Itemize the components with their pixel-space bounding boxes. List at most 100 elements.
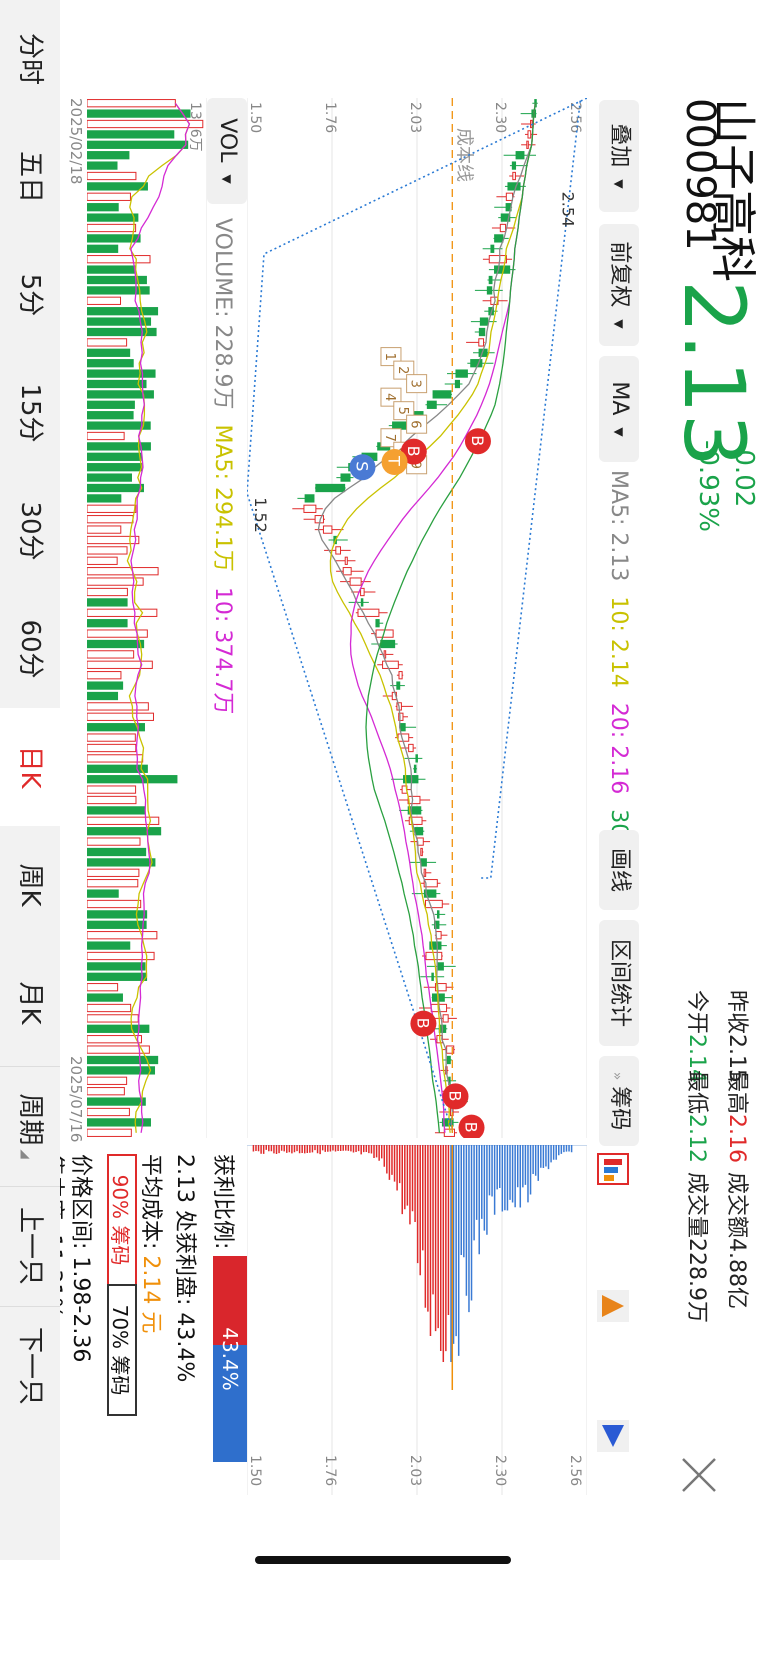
volume-bar xyxy=(87,109,191,118)
tab-intraday[interactable]: 分时 xyxy=(15,32,45,85)
profit-ratio-bar: 43.4% xyxy=(213,1256,247,1462)
tab-15min[interactable]: 15分 xyxy=(15,383,45,443)
low-marker: 1.52 xyxy=(251,497,270,533)
volume-bar xyxy=(87,743,137,753)
volume-bar xyxy=(87,556,118,565)
tab-weekly-k[interactable]: 周K xyxy=(15,863,45,907)
volume-bar xyxy=(87,567,159,576)
event-marker-label: 1 xyxy=(382,353,397,361)
volume-bar xyxy=(87,286,150,295)
volume-bar xyxy=(87,338,128,347)
volume-bar xyxy=(87,546,128,555)
volume-chart[interactable]: 1326万 xyxy=(87,98,207,1138)
candlestick xyxy=(407,795,421,805)
volume-bar xyxy=(87,639,145,649)
candlestick xyxy=(360,587,365,597)
volume-bar xyxy=(87,806,146,815)
double-chevron-icon: » xyxy=(609,1071,625,1081)
volume-bar xyxy=(87,1024,150,1033)
signal-badge-label: S xyxy=(352,461,371,471)
tab-5min[interactable]: 5分 xyxy=(15,273,45,317)
volume-bar xyxy=(87,369,156,378)
prev-stock-button[interactable]: 上一只 xyxy=(0,1186,60,1305)
volume-bar xyxy=(87,868,140,877)
vol-dropdown[interactable]: VOL▼ xyxy=(207,98,247,204)
volume-bar xyxy=(87,494,122,503)
tab-30min[interactable]: 30分 xyxy=(15,501,45,561)
draw-line-button[interactable]: 画线 xyxy=(599,830,639,910)
candlestick xyxy=(527,130,532,139)
y-axis-label: 2.30 xyxy=(492,102,508,133)
period-button[interactable]: 周期◢ xyxy=(0,1066,60,1185)
volume-bar xyxy=(87,192,131,201)
volume-bar xyxy=(87,275,147,285)
tab-60min[interactable]: 60分 xyxy=(15,619,45,679)
candlestick xyxy=(335,546,342,555)
candlestick xyxy=(446,1055,451,1065)
range-stats-button[interactable]: 区间统计 xyxy=(599,920,639,1046)
candlestick xyxy=(486,286,493,295)
volume-bar xyxy=(87,119,204,129)
volume-bar xyxy=(87,629,148,638)
volume-bar xyxy=(87,1003,132,1013)
candlestick xyxy=(494,265,511,274)
signal-badge-label: B xyxy=(462,1122,481,1133)
volume-bar xyxy=(87,379,147,389)
candlestick xyxy=(515,151,525,160)
chevron-down-icon: ▼ xyxy=(220,174,234,184)
tab-daily-k[interactable]: 日K xyxy=(0,708,60,826)
event-marker-label: 3 xyxy=(408,380,423,388)
candlestick xyxy=(423,879,438,888)
volume-bar xyxy=(87,307,159,316)
volume-bar xyxy=(87,827,162,836)
volume-bar xyxy=(87,442,151,451)
fire-chips-icon[interactable] xyxy=(597,1290,629,1322)
candlestick xyxy=(357,608,380,617)
date-start: 2025/02/18 xyxy=(67,98,85,185)
event-marker-label: 4 xyxy=(382,393,397,401)
volume-bar xyxy=(87,161,118,170)
tab-5day[interactable]: 五日 xyxy=(15,150,45,203)
ma-dropdown[interactable]: MA▼ xyxy=(599,356,639,462)
volume-bar xyxy=(87,889,119,898)
volume-bar xyxy=(87,317,152,326)
candlestick xyxy=(478,338,485,347)
volume-bar xyxy=(87,650,135,659)
volume-bar xyxy=(87,203,119,212)
overlay-dropdown[interactable]: 叠加▼ xyxy=(599,100,639,212)
chips-button[interactable]: »筹码 xyxy=(599,1056,639,1146)
candlestick xyxy=(431,972,434,981)
volume-bar xyxy=(87,847,147,857)
average-cost: 平均成本:2.14 元 xyxy=(138,1154,163,1334)
candlestick xyxy=(344,556,348,565)
volume-bar xyxy=(87,234,141,243)
trend-line xyxy=(247,98,587,1128)
next-stock-button[interactable]: 下一只 xyxy=(0,1306,60,1425)
candlestick xyxy=(315,483,346,493)
volume-bar xyxy=(87,951,155,961)
candlestick xyxy=(349,577,362,586)
signal-badge xyxy=(381,449,408,475)
tab-70-chips[interactable]: 70% 筹码 xyxy=(107,1284,137,1416)
amount: 成交额4.88亿 xyxy=(724,1172,749,1310)
tab-90-chips[interactable]: 90% 筹码 xyxy=(107,1154,137,1286)
volume-bar xyxy=(87,1097,146,1106)
close-icon[interactable] xyxy=(677,1453,721,1497)
volume-bar xyxy=(87,1107,130,1117)
volume-bar xyxy=(87,587,128,597)
candlestick xyxy=(304,494,315,503)
blue-chips-icon[interactable] xyxy=(597,1420,629,1452)
tab-monthly-k[interactable]: 月K xyxy=(15,981,45,1025)
candlestick xyxy=(512,171,516,181)
kline-chart[interactable]: 2.562.302.031.761.50成本线2.541.52123456789… xyxy=(247,98,587,1138)
chip-distribution-icon[interactable] xyxy=(597,1153,629,1185)
volume-bar xyxy=(87,473,132,482)
candlestick xyxy=(488,275,493,285)
high-marker: 2.54 xyxy=(559,192,578,228)
candlestick xyxy=(342,567,352,576)
event-marker-label: 2 xyxy=(395,366,410,374)
adjust-dropdown[interactable]: 前复权▼ xyxy=(599,224,639,346)
chip-y-label: 1.76 xyxy=(322,1455,338,1486)
date-end: 2025/07/16 xyxy=(67,1056,85,1143)
candlestick xyxy=(380,639,396,649)
